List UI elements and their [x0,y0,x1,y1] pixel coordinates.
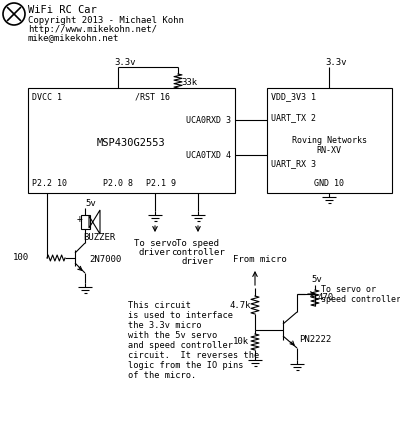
Text: controller: controller [171,247,225,256]
Text: To servo or: To servo or [321,285,376,294]
Text: P2.0 8: P2.0 8 [103,178,133,187]
Text: UART_TX 2: UART_TX 2 [271,113,316,122]
Text: logic from the IO pins: logic from the IO pins [128,360,244,369]
Bar [267,88,392,193]
Text: speed controller: speed controller [321,294,400,303]
Text: Roving Networks: Roving Networks [292,136,366,145]
Bar [28,88,235,193]
Text: 2N7000: 2N7000 [89,256,121,265]
Text: 470: 470 [318,294,334,303]
Text: GND 10: GND 10 [314,178,344,187]
Text: /RST 16: /RST 16 [135,92,170,101]
Text: driver: driver [182,256,214,265]
Bar [81,215,90,229]
Text: VDD_3V3 1: VDD_3V3 1 [271,92,316,101]
Text: UCA0RXD 3: UCA0RXD 3 [186,116,231,125]
Text: and speed controller: and speed controller [128,341,233,350]
Text: 5v: 5v [311,276,322,285]
Text: 4.7k: 4.7k [230,300,252,309]
Text: This circuit: This circuit [128,300,191,309]
Text: To servo: To servo [134,238,176,247]
Text: 3.3v: 3.3v [114,57,136,66]
Text: MSP430G2553: MSP430G2553 [97,138,165,148]
Text: UART_RX 3: UART_RX 3 [271,160,316,169]
Text: 3.3v: 3.3v [325,57,346,66]
Text: circuit.  It reverses the: circuit. It reverses the [128,351,259,360]
Text: of the micro.: of the micro. [128,371,196,380]
Text: mike@mikekohn.net: mike@mikekohn.net [28,33,119,42]
Text: From micro: From micro [233,256,287,265]
Text: Copyright 2013 - Michael Kohn: Copyright 2013 - Michael Kohn [28,15,184,24]
Text: 5v: 5v [85,199,96,208]
Text: DVCC 1: DVCC 1 [32,92,62,101]
Text: +: + [77,214,83,224]
Text: with the 5v servo: with the 5v servo [128,330,217,339]
Text: BUZZER: BUZZER [83,232,115,241]
Text: 33k: 33k [181,77,197,86]
Text: 100: 100 [13,253,29,262]
Text: 10k: 10k [233,338,249,347]
Text: driver: driver [139,247,171,256]
Text: is used to interface: is used to interface [128,310,233,319]
Text: UCA0TXD 4: UCA0TXD 4 [186,151,231,160]
Text: WiFi RC Car: WiFi RC Car [28,5,97,15]
Text: To speed: To speed [176,238,220,247]
Text: PN2222: PN2222 [299,336,331,345]
Text: the 3.3v micro: the 3.3v micro [128,321,202,330]
Text: P2.1 9: P2.1 9 [146,178,176,187]
Text: RN-XV: RN-XV [316,146,342,155]
Text: http://www.mikekohn.net/: http://www.mikekohn.net/ [28,24,157,33]
Text: P2.2 10: P2.2 10 [32,178,67,187]
